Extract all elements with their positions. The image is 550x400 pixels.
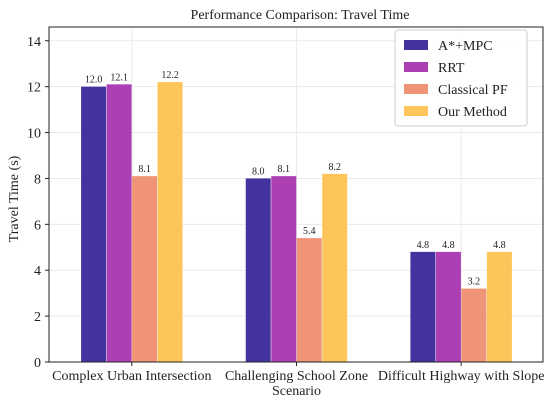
- y-tick-label: 0: [34, 356, 41, 371]
- legend-label: A*+MPC: [438, 39, 493, 54]
- legend-swatch: [404, 106, 428, 116]
- bar: [486, 251, 512, 362]
- bar: [132, 176, 158, 362]
- bar-value-label: 12.2: [161, 70, 179, 81]
- bar-value-label: 12.1: [110, 72, 128, 83]
- y-tick-label: 12: [27, 81, 41, 96]
- legend-label: RRT: [438, 61, 465, 76]
- chart-title: Performance Comparison: Travel Time: [191, 8, 410, 23]
- bar-value-labels: 12.0 8.0 4.8 12.1 8.1 4.8 8.1 5.4 3.2 12.2 8.2 4.8: [85, 70, 506, 288]
- bar: [410, 251, 436, 362]
- bar-value-label: 4.8: [442, 240, 455, 251]
- bar: [322, 173, 348, 362]
- bar: [435, 251, 461, 362]
- bar-value-label: 4.8: [417, 240, 430, 251]
- bar-value-label: 12.0: [85, 75, 103, 86]
- bar: [296, 238, 322, 362]
- legend-swatch: [404, 62, 428, 72]
- y-tick-label: 14: [27, 35, 41, 50]
- bar: [461, 288, 487, 362]
- legend-swatch: [404, 84, 428, 94]
- y-tick-label: 4: [34, 264, 41, 279]
- bar: [81, 86, 107, 362]
- x-tick-label: Scenario: [272, 384, 321, 399]
- y-tick-label: 2: [34, 310, 41, 325]
- bar-value-label: 4.8: [493, 240, 506, 251]
- bar: [106, 84, 132, 363]
- bar-value-label: 8.1: [278, 164, 291, 175]
- bar: [157, 82, 183, 363]
- y-tick-label: 8: [34, 172, 41, 187]
- legend-box: [394, 29, 528, 127]
- bar-value-label: 3.2: [468, 277, 481, 288]
- bar: [271, 176, 297, 362]
- bar-value-label: 8.1: [138, 164, 151, 175]
- bar-value-label: 8.0: [252, 166, 265, 177]
- y-tick-label: 6: [34, 218, 41, 233]
- bar-value-label: 8.2: [329, 162, 342, 173]
- y-axis-label: Travel Time (s): [7, 155, 22, 242]
- bars: [81, 82, 512, 363]
- legend: A*+MPC RRT Classical PF Our Method: [394, 29, 528, 127]
- bar-value-label: 5.4: [303, 226, 316, 237]
- x-tick-label: Challenging School Zone: [225, 369, 368, 384]
- axes: 0 2 4 6 8 10 12 14 Complex Urban Intersection Cha…: [27, 26, 545, 399]
- legend-swatch: [404, 40, 428, 50]
- x-tick-label: Complex Urban Intersection: [52, 369, 211, 384]
- y-tick-label: 10: [27, 127, 41, 142]
- bar: [245, 178, 271, 362]
- legend-label: Classical PF: [438, 83, 508, 98]
- legend-label: Our Method: [438, 105, 507, 120]
- x-tick-label: Difficult Highway with Slope: [378, 369, 545, 384]
